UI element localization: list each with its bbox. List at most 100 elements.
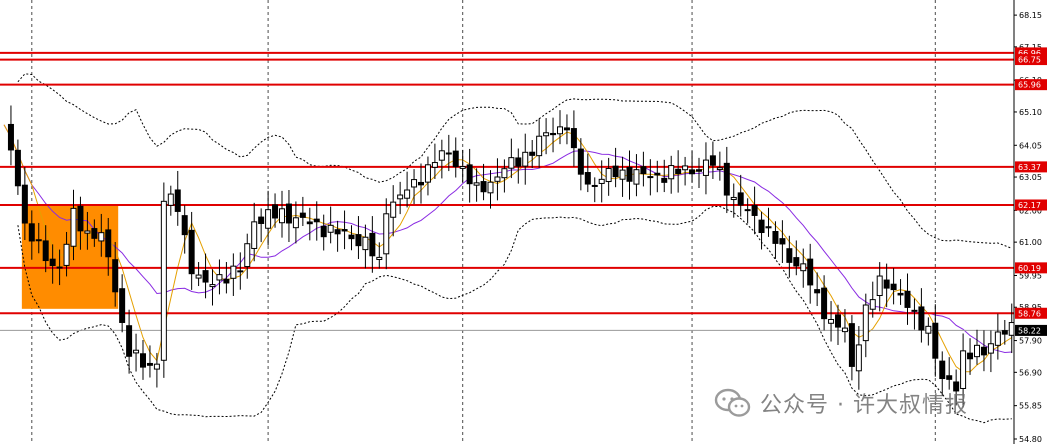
level-label: 60.19 <box>1018 264 1041 273</box>
candle-body <box>230 265 237 279</box>
candle-body <box>675 168 682 175</box>
candle-body <box>21 184 28 224</box>
candle-body <box>133 349 140 354</box>
candle-body <box>744 209 751 212</box>
candle-body <box>598 178 605 184</box>
candle-body <box>306 221 313 225</box>
candle-body <box>202 270 209 283</box>
candle-body <box>320 225 327 238</box>
candle-body <box>35 239 42 242</box>
candle-body <box>299 212 306 218</box>
candle-body <box>730 196 737 201</box>
candle-body <box>1001 330 1008 335</box>
candle-body <box>272 204 279 219</box>
candle-body <box>91 228 98 239</box>
candle-body <box>696 169 702 172</box>
candle-body <box>98 232 105 242</box>
candle-body <box>619 169 626 180</box>
y-tick-label: 64.05 <box>1019 141 1042 150</box>
candle-body <box>841 327 848 333</box>
y-tick-label: 63.05 <box>1019 173 1042 182</box>
candle-body <box>251 221 258 249</box>
candle-body <box>668 165 675 180</box>
candle-body <box>369 232 376 257</box>
candle-body <box>494 176 501 182</box>
y-tick-label: 68.15 <box>1019 11 1042 20</box>
candle-body <box>758 219 765 234</box>
candle-body <box>105 229 112 258</box>
candle-body <box>362 236 369 251</box>
candle-body <box>974 344 980 358</box>
ma-fast-line <box>3 124 1013 373</box>
candle-body <box>174 189 181 212</box>
candle-body <box>258 216 265 224</box>
candle-body <box>348 234 355 240</box>
candle-body <box>438 150 445 161</box>
candle-body <box>765 226 772 229</box>
candle-body <box>862 304 869 342</box>
level-label: 66.96 <box>1018 49 1041 58</box>
level-label-box <box>1015 79 1047 91</box>
candle-body <box>28 223 35 242</box>
candle-body <box>452 150 459 168</box>
axis-background <box>1014 0 1054 444</box>
wechat-icon <box>714 388 751 417</box>
candle-body <box>709 155 716 166</box>
y-tick-label: 57.90 <box>1019 337 1042 346</box>
candle-body <box>563 127 570 131</box>
candle-body <box>487 181 494 194</box>
candle-body <box>480 181 487 193</box>
y-tick-label: 56.90 <box>1019 368 1042 377</box>
candle-body <box>883 279 890 289</box>
candle-body <box>390 201 397 218</box>
candle-body <box>848 323 855 367</box>
current-price-box <box>1015 324 1047 336</box>
candle-body <box>49 258 56 266</box>
candle-body <box>557 126 563 135</box>
candle-body <box>647 176 654 179</box>
y-tick-label: 62.00 <box>1019 206 1042 215</box>
candle-body <box>119 288 126 323</box>
candle-body <box>716 167 723 171</box>
candle-body <box>14 149 21 187</box>
candle-body <box>42 240 49 262</box>
candle-body <box>869 299 876 310</box>
level-label-box <box>1015 199 1047 211</box>
candle-body <box>654 172 661 176</box>
candle-body <box>431 162 438 168</box>
candle-body <box>682 165 689 171</box>
candle-layer <box>7 105 1015 408</box>
y-tick-label: 61.00 <box>1019 238 1042 247</box>
candle-body <box>918 306 925 331</box>
candle-body <box>577 148 584 175</box>
watermark-text: 公众号 · 许大叔情报 <box>760 393 968 418</box>
bollinger-lower <box>17 206 1012 424</box>
candle-body <box>445 152 452 155</box>
candle-body <box>522 151 529 167</box>
candle-body <box>591 184 598 187</box>
candle-body <box>897 292 904 296</box>
candle-body <box>153 363 160 370</box>
candle-body <box>890 283 897 291</box>
candle-body <box>265 209 272 229</box>
candle-body <box>828 318 835 324</box>
candle-body <box>244 243 251 268</box>
level-label: 63.37 <box>1018 163 1041 172</box>
candle-body <box>640 166 647 175</box>
candle-body <box>821 287 828 320</box>
candle-body <box>63 243 70 266</box>
candle-body <box>112 259 119 293</box>
candle-body <box>800 263 807 272</box>
candle-body <box>341 229 348 232</box>
candle-body <box>605 168 612 183</box>
candle-body <box>237 270 244 273</box>
bollinger-upper <box>17 73 1012 249</box>
highlight-zone <box>21 204 119 309</box>
candle-body <box>661 177 668 183</box>
candle-body <box>70 207 77 247</box>
candle-body <box>473 182 480 186</box>
candle-body <box>508 157 515 169</box>
candle-body <box>411 179 418 188</box>
